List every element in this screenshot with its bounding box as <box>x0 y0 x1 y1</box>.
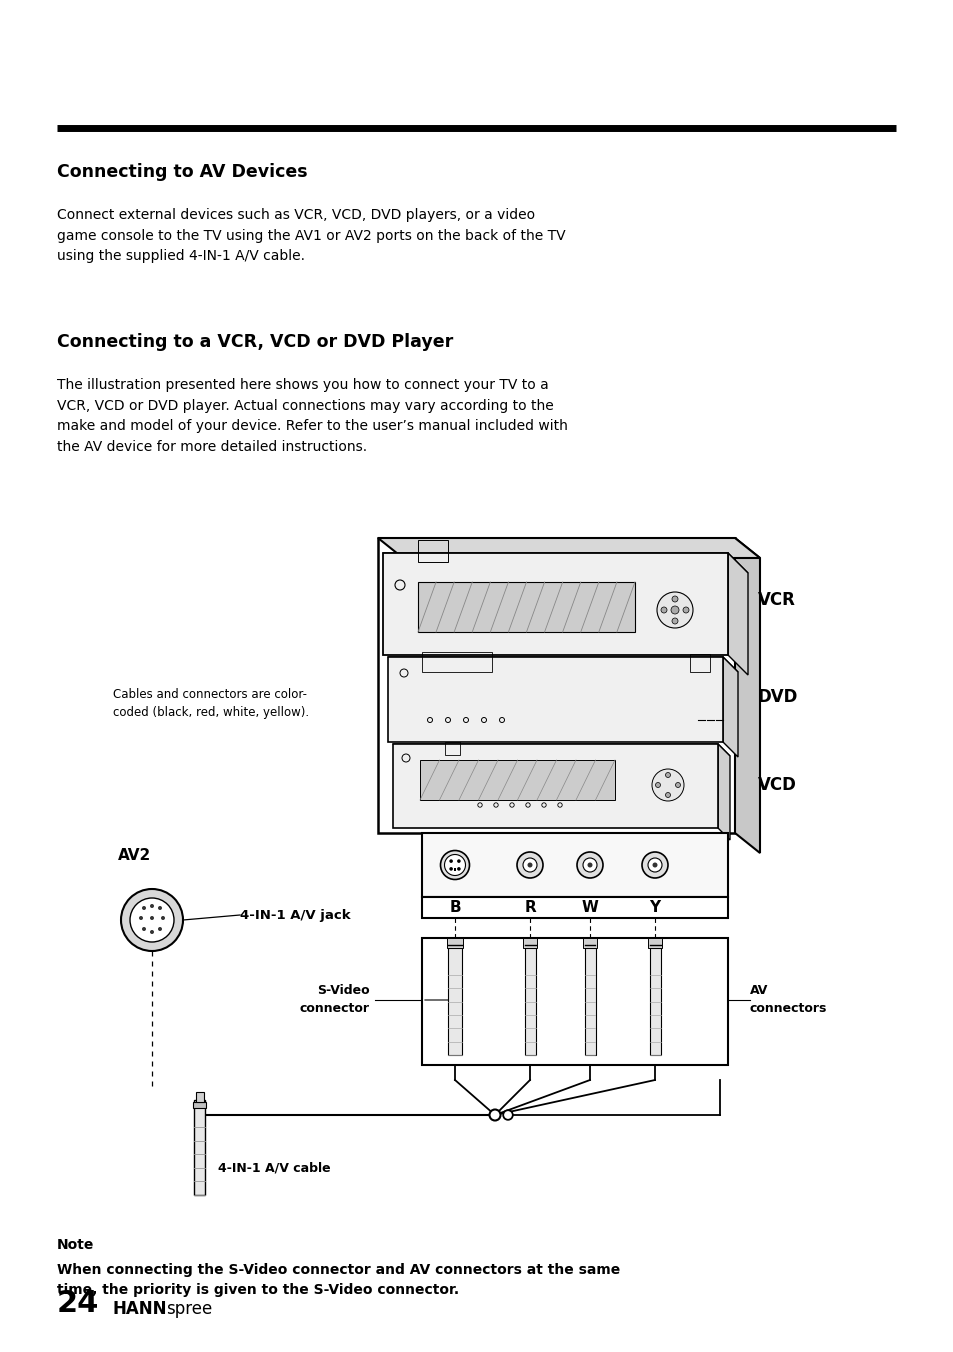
Text: 4-IN-1 A/V jack: 4-IN-1 A/V jack <box>240 909 351 922</box>
Text: 24: 24 <box>57 1288 99 1318</box>
Circle shape <box>130 898 173 942</box>
Bar <box>193 1102 206 1109</box>
Bar <box>194 1101 205 1195</box>
Bar <box>421 652 492 672</box>
Circle shape <box>150 904 153 909</box>
Circle shape <box>444 854 465 876</box>
Circle shape <box>582 859 597 872</box>
Circle shape <box>449 860 453 863</box>
Circle shape <box>665 772 670 777</box>
Circle shape <box>641 852 667 877</box>
Bar <box>446 938 463 948</box>
Text: Cables and connectors are color-
coded (black, red, white, yellow).: Cables and connectors are color- coded (… <box>112 688 309 719</box>
Circle shape <box>142 906 146 910</box>
Bar <box>649 948 659 1055</box>
Circle shape <box>139 917 143 919</box>
Text: Connecting to AV Devices: Connecting to AV Devices <box>57 164 307 181</box>
Circle shape <box>158 927 162 932</box>
Bar <box>417 581 635 631</box>
Text: DVD: DVD <box>758 688 798 706</box>
Circle shape <box>657 592 692 627</box>
Bar <box>648 938 661 948</box>
Circle shape <box>161 917 165 919</box>
Bar <box>444 742 459 754</box>
Circle shape <box>660 607 666 612</box>
Bar <box>583 938 596 948</box>
Bar <box>195 1092 204 1102</box>
Polygon shape <box>377 538 760 558</box>
Circle shape <box>587 863 592 868</box>
Text: AV2: AV2 <box>118 848 152 863</box>
Text: Connecting to a VCR, VCD or DVD Player: Connecting to a VCR, VCD or DVD Player <box>57 333 453 352</box>
Circle shape <box>647 859 661 872</box>
Circle shape <box>655 783 659 787</box>
Circle shape <box>652 863 657 868</box>
Bar <box>382 553 727 654</box>
Bar <box>454 868 456 871</box>
Circle shape <box>651 769 683 800</box>
Text: 4-IN-1 A/V cable: 4-IN-1 A/V cable <box>218 1161 331 1175</box>
Circle shape <box>121 890 183 950</box>
Circle shape <box>150 930 153 934</box>
Circle shape <box>489 1110 500 1121</box>
Bar <box>377 538 734 833</box>
Text: AV
connectors: AV connectors <box>749 984 826 1015</box>
Text: When connecting the S-Video connector and AV connectors at the same
time, the pr: When connecting the S-Video connector an… <box>57 1263 619 1297</box>
Text: W: W <box>581 899 598 914</box>
Circle shape <box>577 852 602 877</box>
Bar <box>417 539 448 562</box>
Circle shape <box>502 1110 513 1119</box>
Circle shape <box>449 867 453 871</box>
Circle shape <box>675 783 679 787</box>
Bar <box>419 760 615 800</box>
Polygon shape <box>722 657 738 757</box>
Polygon shape <box>727 553 747 675</box>
Polygon shape <box>734 538 760 853</box>
Bar <box>421 938 727 1065</box>
Text: R: R <box>523 899 536 914</box>
Text: spree: spree <box>166 1301 212 1318</box>
Text: The illustration presented here shows you how to connect your TV to a
VCR, VCD o: The illustration presented here shows yo… <box>57 379 567 454</box>
Circle shape <box>158 906 162 910</box>
Circle shape <box>671 596 678 602</box>
Circle shape <box>456 867 460 871</box>
Circle shape <box>682 607 688 612</box>
Text: Note: Note <box>57 1238 94 1252</box>
Circle shape <box>440 850 469 880</box>
Bar <box>689 654 709 672</box>
Bar <box>393 744 718 827</box>
Polygon shape <box>718 744 729 840</box>
Text: Connect external devices such as VCR, VCD, DVD players, or a video
game console : Connect external devices such as VCR, VC… <box>57 208 565 264</box>
Text: S-Video
connector: S-Video connector <box>299 984 370 1015</box>
Bar <box>448 948 461 1055</box>
Text: B: B <box>449 899 460 914</box>
Text: HANN: HANN <box>112 1301 167 1318</box>
Bar <box>388 657 722 742</box>
Bar <box>584 948 595 1055</box>
Circle shape <box>456 860 460 863</box>
Polygon shape <box>393 744 729 756</box>
Circle shape <box>522 859 537 872</box>
Polygon shape <box>388 657 738 672</box>
Text: VCD: VCD <box>758 776 796 794</box>
Circle shape <box>670 606 679 614</box>
Text: Y: Y <box>649 899 659 914</box>
Bar <box>523 938 536 948</box>
Circle shape <box>527 863 532 868</box>
Text: VCR: VCR <box>758 591 795 608</box>
Bar <box>421 833 727 896</box>
Circle shape <box>671 618 678 625</box>
Circle shape <box>665 792 670 798</box>
Circle shape <box>142 927 146 932</box>
Circle shape <box>517 852 542 877</box>
Circle shape <box>150 917 153 919</box>
Bar <box>524 948 535 1055</box>
Polygon shape <box>382 553 747 573</box>
Bar <box>421 896 727 918</box>
